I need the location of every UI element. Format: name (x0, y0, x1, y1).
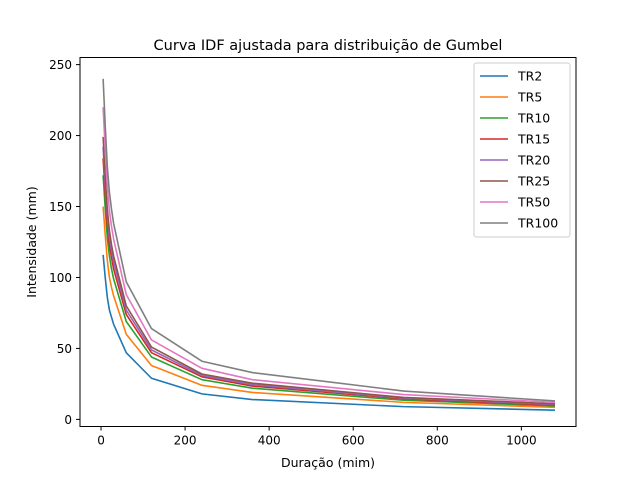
axes-frame (79, 57, 577, 427)
plot-area (102, 78, 556, 411)
y-axis-label: Intensidade (mm) (24, 186, 39, 297)
series-line-tr10 (102, 175, 556, 407)
y-tick-label: 250 (49, 58, 72, 72)
x-tick-label: 600 (342, 434, 365, 448)
x-axis: 0 200 400 600 800 1000 (97, 426, 537, 448)
legend-label: TR100 (517, 216, 558, 231)
y-tick-label: 100 (49, 271, 72, 285)
x-tick-label: 0 (97, 434, 105, 448)
x-tick-label: 1000 (506, 434, 537, 448)
legend-label: TR50 (517, 195, 550, 210)
x-tick-label: 400 (258, 434, 281, 448)
x-tick-label: 800 (426, 434, 449, 448)
y-tick-label: 50 (57, 342, 72, 356)
legend-label: TR5 (517, 90, 542, 105)
legend-label: TR20 (517, 153, 550, 168)
legend-box (473, 62, 571, 238)
y-tick-label: 0 (64, 413, 72, 427)
x-axis-label: Duração (mim) (281, 455, 375, 470)
y-tick-label: 200 (49, 129, 72, 143)
legend-label: TR15 (517, 132, 550, 147)
series-line-tr2 (102, 254, 555, 411)
legend-label: TR2 (517, 69, 542, 84)
legend: TR2 TR5 TR10 TR15 TR20 TR25 TR50 TR100 (473, 62, 571, 238)
chart-title: Curva IDF ajustada para distribuição de … (154, 38, 503, 54)
legend-label: TR25 (517, 174, 550, 189)
legend-label: TR10 (517, 111, 550, 126)
x-tick-label: 200 (174, 434, 197, 448)
y-tick-label: 150 (49, 200, 72, 214)
series-line-tr25 (102, 136, 556, 405)
y-axis: 0 50 100 150 200 250 (49, 58, 80, 427)
series-line-tr100 (102, 78, 556, 402)
series-line-tr5 (102, 206, 556, 409)
series-line-tr50 (102, 107, 556, 404)
